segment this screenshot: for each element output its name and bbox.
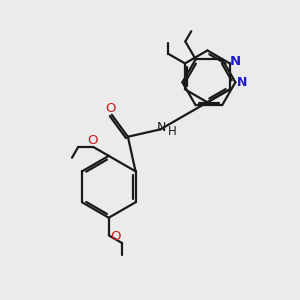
- Text: N: N: [237, 76, 247, 89]
- Text: N: N: [230, 56, 241, 68]
- Text: N: N: [157, 122, 167, 134]
- Text: H: H: [168, 125, 177, 138]
- Text: O: O: [105, 102, 116, 115]
- Text: O: O: [87, 134, 97, 147]
- Text: O: O: [110, 230, 121, 243]
